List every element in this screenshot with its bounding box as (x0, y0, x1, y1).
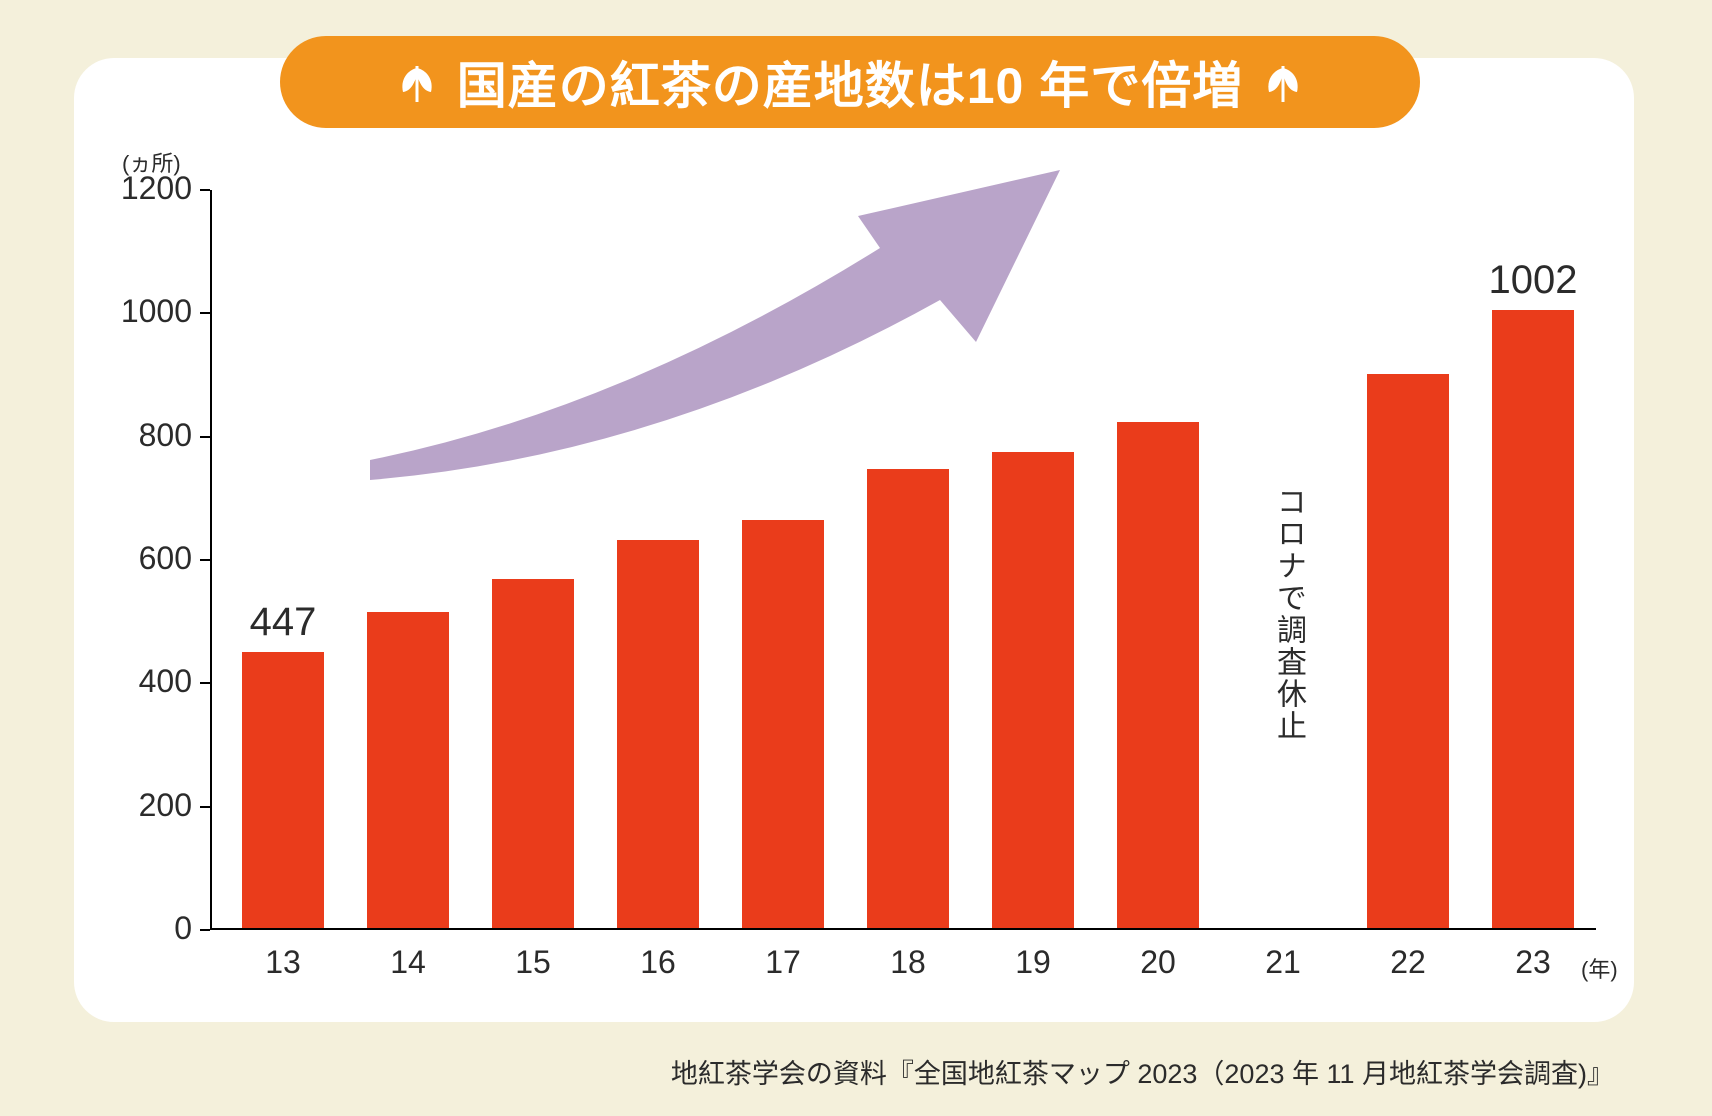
bar (867, 469, 949, 928)
x-tick-label: 14 (368, 944, 448, 981)
bar (1367, 374, 1449, 928)
y-tick-mark (200, 189, 210, 191)
x-tick-label: 22 (1368, 944, 1448, 981)
x-tick-label: 19 (993, 944, 1073, 981)
x-tick-label: 17 (743, 944, 823, 981)
y-tick-mark (200, 559, 210, 561)
x-tick-label: 15 (493, 944, 573, 981)
trend-arrow (360, 160, 1080, 490)
y-tick-mark (200, 312, 210, 314)
y-tick-label: 600 (92, 540, 192, 577)
bar (992, 452, 1074, 928)
y-tick-label: 1000 (92, 293, 192, 330)
bar-value-label: 447 (250, 600, 317, 645)
x-axis-line (210, 928, 1596, 930)
y-tick-label: 800 (92, 417, 192, 454)
y-tick-label: 400 (92, 663, 192, 700)
bar (367, 612, 449, 928)
x-tick-label: 16 (618, 944, 698, 981)
x-tick-label: 21 (1243, 944, 1323, 981)
bar (242, 652, 324, 928)
bar-value-label: 1002 (1489, 258, 1578, 303)
leaf-icon-right (1261, 60, 1305, 104)
y-tick-mark (200, 806, 210, 808)
bar (1117, 422, 1199, 928)
x-tick-label: 18 (868, 944, 948, 981)
x-axis-unit: (年) (1581, 952, 1618, 984)
bar (617, 540, 699, 929)
covid-note: コロナで調査休止 (1266, 486, 1310, 742)
chart-title: 国産の紅茶の産地数は10 年で倍増 (457, 46, 1244, 118)
x-tick-label: 13 (243, 944, 323, 981)
source-citation: 地紅茶学会の資料『全国地紅茶マップ 2023（2023 年 11 月地紅茶学会調… (671, 1052, 1614, 1091)
y-tick-label: 0 (92, 910, 192, 947)
y-tick-label: 1200 (92, 170, 192, 207)
y-tick-mark (200, 682, 210, 684)
chart-area: (ヵ所) 020040060080010001200 4471002 コロナで調… (210, 190, 1596, 930)
leaf-icon-left (395, 60, 439, 104)
bar (492, 579, 574, 928)
y-tick-label: 200 (92, 787, 192, 824)
y-tick-mark (200, 436, 210, 438)
bar (1492, 310, 1574, 928)
x-tick-label: 20 (1118, 944, 1198, 981)
title-pill: 国産の紅茶の産地数は10 年で倍増 (280, 36, 1420, 128)
y-tick-mark (200, 929, 210, 931)
bar (742, 520, 824, 928)
y-axis-line (210, 190, 212, 930)
x-tick-label: 23 (1493, 944, 1573, 981)
